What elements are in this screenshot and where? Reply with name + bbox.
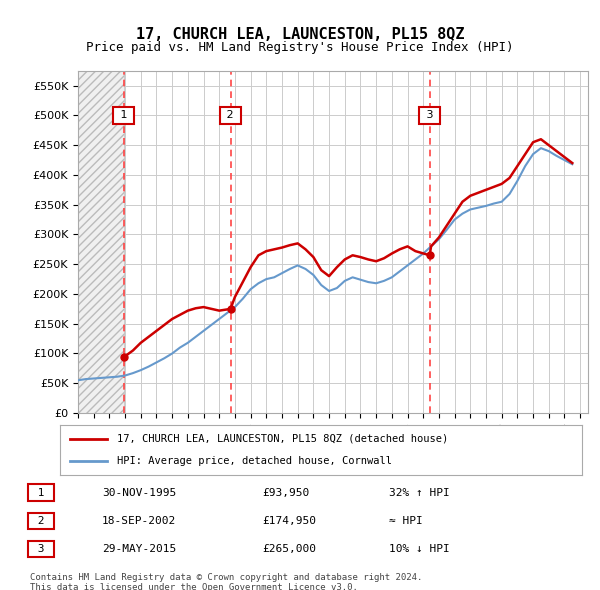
Text: 3: 3: [422, 110, 437, 120]
Text: 10% ↓ HPI: 10% ↓ HPI: [389, 544, 449, 554]
Text: 1: 1: [117, 110, 131, 120]
Text: 2: 2: [31, 516, 51, 526]
Text: 32% ↑ HPI: 32% ↑ HPI: [389, 488, 449, 498]
Text: 29-MAY-2015: 29-MAY-2015: [102, 544, 176, 554]
Text: £265,000: £265,000: [262, 544, 316, 554]
Text: 18-SEP-2002: 18-SEP-2002: [102, 516, 176, 526]
Text: Contains HM Land Registry data © Crown copyright and database right 2024.: Contains HM Land Registry data © Crown c…: [30, 573, 422, 582]
Text: 2: 2: [223, 110, 238, 120]
Text: 17, CHURCH LEA, LAUNCESTON, PL15 8QZ (detached house): 17, CHURCH LEA, LAUNCESTON, PL15 8QZ (de…: [118, 434, 449, 444]
Text: ≈ HPI: ≈ HPI: [389, 516, 422, 526]
Text: Price paid vs. HM Land Registry's House Price Index (HPI): Price paid vs. HM Land Registry's House …: [86, 41, 514, 54]
Text: 17, CHURCH LEA, LAUNCESTON, PL15 8QZ: 17, CHURCH LEA, LAUNCESTON, PL15 8QZ: [136, 27, 464, 41]
Bar: [78, 71, 124, 413]
Text: This data is licensed under the Open Government Licence v3.0.: This data is licensed under the Open Gov…: [30, 583, 358, 590]
Text: 1: 1: [31, 488, 51, 498]
Text: £174,950: £174,950: [262, 516, 316, 526]
Text: 30-NOV-1995: 30-NOV-1995: [102, 488, 176, 498]
Text: 3: 3: [31, 544, 51, 554]
Text: HPI: Average price, detached house, Cornwall: HPI: Average price, detached house, Corn…: [118, 456, 392, 466]
Text: £93,950: £93,950: [262, 488, 309, 498]
